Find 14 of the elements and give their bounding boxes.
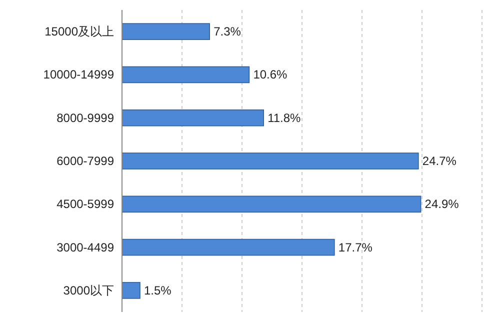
y-tick-label: 15000及以上	[44, 24, 114, 39]
data-label: 10.6%	[253, 68, 288, 82]
data-label: 24.9%	[424, 197, 460, 212]
data-label: 17.7%	[338, 240, 373, 254]
y-tick-label: 10000-14999	[43, 68, 114, 82]
data-label: 24.7%	[422, 154, 457, 168]
data-label: 11.8%	[268, 110, 302, 125]
y-tick-label: 3000以下	[63, 283, 114, 298]
y-tick-label: 3000-4499	[56, 240, 114, 254]
data-label: 7.3%	[214, 24, 242, 39]
y-tick-label: 4500-5999	[56, 197, 114, 212]
y-tick-label: 6000-7999	[56, 154, 114, 168]
data-label: 1.5%	[144, 283, 172, 298]
y-tick-label: 8000-9999	[56, 110, 114, 125]
